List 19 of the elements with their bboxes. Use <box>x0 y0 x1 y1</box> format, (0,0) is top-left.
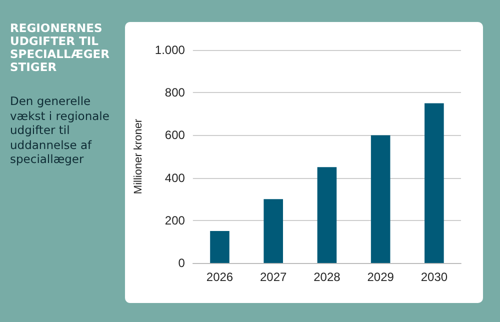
text: Den generelle vækst i regionale udgifter til uddannelse af speciallæger <box>10 94 110 166</box>
y-axis-title: Millioner kroner <box>132 118 144 194</box>
x-tick-label: 2030 <box>420 270 448 284</box>
x-tick-label: 2027 <box>260 270 288 284</box>
y-tick-label: 800 <box>164 86 186 100</box>
x-tick-label: 2028 <box>314 270 341 284</box>
bar <box>370 135 390 263</box>
y-tick-label: 600 <box>164 128 186 142</box>
x-tick-label: 2029 <box>367 270 394 284</box>
bar <box>264 199 283 263</box>
y-tick-label: 400 <box>164 170 186 185</box>
y-tick-label: 1.000 <box>154 43 186 57</box>
bar <box>424 103 444 263</box>
bar <box>210 231 230 263</box>
bar <box>317 167 337 263</box>
x-tick-label: 2026 <box>206 270 234 284</box>
y-tick-label: 200 <box>164 213 186 228</box>
text: REGIONERNES UDGIFTER TIL SPECIALLÆGER STIGER <box>10 21 110 74</box>
y-tick-label: 0 <box>178 256 186 270</box>
